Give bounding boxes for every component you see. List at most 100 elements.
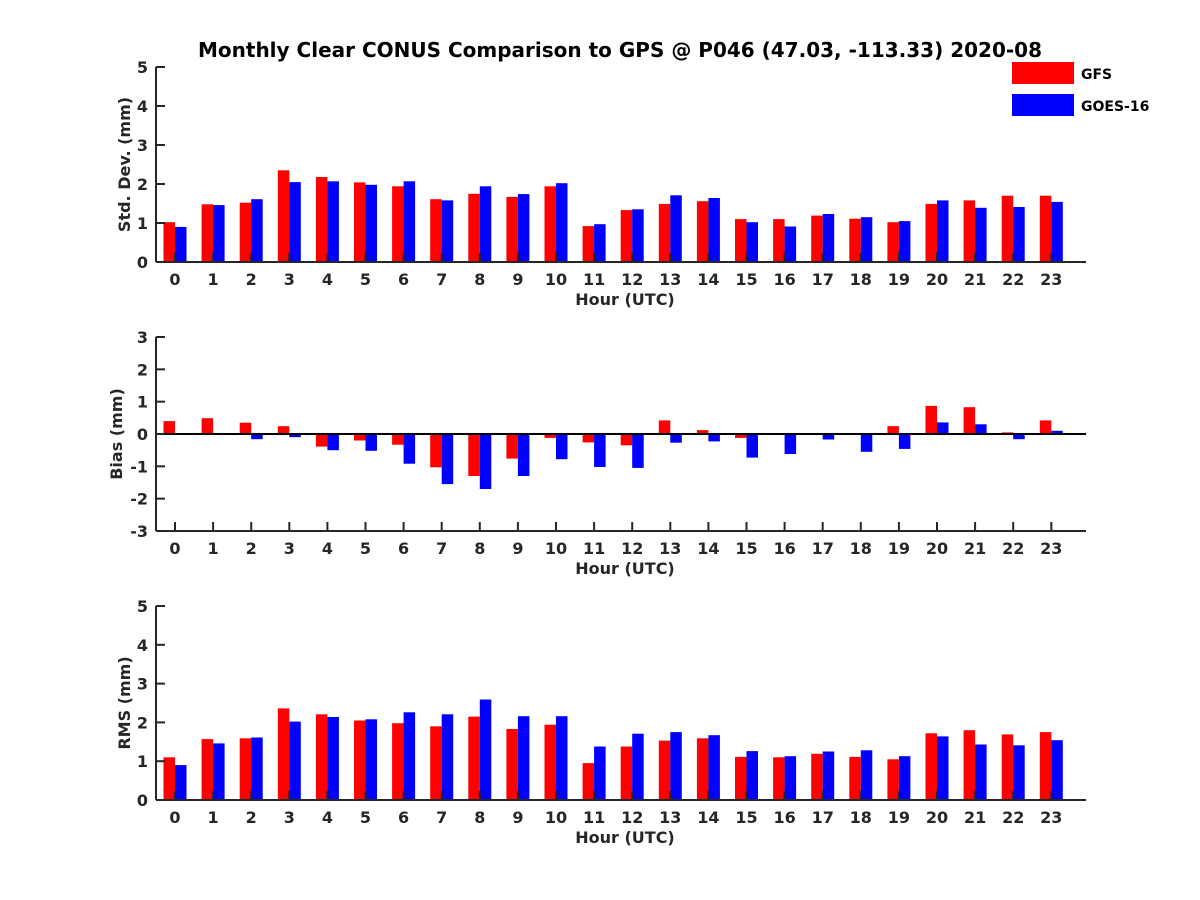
bar-rms-goes16-18 xyxy=(860,750,873,800)
bar-rms-gfs-13 xyxy=(658,740,671,800)
x-tick-label: 0 xyxy=(169,539,180,558)
x-tick-label: 22 xyxy=(1002,808,1024,827)
bar-std-dev-gfs-4 xyxy=(315,177,328,262)
x-tick-label: 13 xyxy=(659,808,681,827)
bar-std-dev-goes16-2 xyxy=(251,199,263,262)
bar-std-dev-gfs-17 xyxy=(811,215,823,262)
y-tick-label: 3 xyxy=(137,136,148,155)
x-tick-label: 8 xyxy=(474,808,485,827)
x-tick-label: 7 xyxy=(436,539,447,558)
bar-bias-goes16-8 xyxy=(479,434,492,489)
x-tick-label: 13 xyxy=(659,270,681,289)
bar-rms-goes16-23 xyxy=(1051,740,1063,800)
x-tick-label: 17 xyxy=(812,539,834,558)
x-tick-label: 10 xyxy=(545,270,567,289)
bar-rms-goes16-2 xyxy=(251,737,263,800)
bar-std-dev-gfs-23 xyxy=(1039,195,1052,262)
x-tick-label: 7 xyxy=(436,270,447,289)
y-tick-label: 2 xyxy=(137,175,148,194)
bar-bias-goes16-12 xyxy=(632,434,644,468)
bar-bias-gfs-8 xyxy=(468,434,480,476)
bar-std-dev-gfs-10 xyxy=(544,186,556,262)
y-tick-label: 5 xyxy=(137,597,148,616)
x-tick-label: 19 xyxy=(888,539,910,558)
x-tick-label: 5 xyxy=(360,539,371,558)
bar-rms-goes16-19 xyxy=(898,756,911,800)
bar-rms-goes16-10 xyxy=(556,716,568,800)
y-tick-label: 5 xyxy=(137,58,148,77)
bar-std-dev-gfs-6 xyxy=(392,186,404,262)
x-tick-label: 9 xyxy=(512,270,523,289)
x-tick-label: 15 xyxy=(735,270,757,289)
x-tick-label: 19 xyxy=(888,270,910,289)
x-tick-label: 17 xyxy=(812,808,834,827)
bar-std-dev-gfs-20 xyxy=(925,203,937,262)
bar-bias-goes16-23 xyxy=(1051,430,1063,434)
y-tick-label: 0 xyxy=(137,425,148,444)
x-tick-label: 9 xyxy=(512,808,523,827)
x-tick-label: 10 xyxy=(545,539,567,558)
bar-std-dev-gfs-13 xyxy=(658,203,671,262)
x-tick-label: 16 xyxy=(773,270,795,289)
bar-std-dev-goes16-21 xyxy=(975,207,987,262)
bar-bias-gfs-11 xyxy=(582,434,595,443)
bar-bias-gfs-5 xyxy=(354,434,366,441)
bar-rms-gfs-17 xyxy=(811,753,823,800)
bar-std-dev-goes16-8 xyxy=(479,186,492,262)
bar-rms-goes16-6 xyxy=(403,712,416,800)
bar-rms-gfs-15 xyxy=(735,756,747,800)
bar-bias-goes16-3 xyxy=(289,434,301,438)
legend-label-gfs: GFS xyxy=(1081,67,1112,83)
bar-std-dev-goes16-13 xyxy=(670,195,682,262)
x-tick-label: 12 xyxy=(621,808,643,827)
x-tick-label: 5 xyxy=(360,270,371,289)
bar-bias-gfs-13 xyxy=(658,420,671,434)
x-tick-label: 4 xyxy=(322,539,333,558)
bar-rms-gfs-0 xyxy=(163,757,175,800)
x-tick-label: 23 xyxy=(1040,270,1062,289)
x-tick-label: 4 xyxy=(322,270,333,289)
x-axis-label: Hour (UTC) xyxy=(575,828,675,847)
bar-bias-gfs-23 xyxy=(1039,420,1052,434)
x-tick-label: 14 xyxy=(697,270,719,289)
y-axis-label: Bias (mm) xyxy=(107,388,126,480)
x-tick-label: 20 xyxy=(926,808,948,827)
bar-bias-goes16-21 xyxy=(975,424,987,434)
x-tick-label: 23 xyxy=(1040,539,1062,558)
bar-rms-goes16-0 xyxy=(175,765,187,800)
bar-bias-goes16-13 xyxy=(670,434,682,443)
bar-rms-goes16-22 xyxy=(1013,745,1025,800)
bar-std-dev-gfs-14 xyxy=(696,201,709,262)
x-tick-label: 3 xyxy=(284,270,295,289)
bar-std-dev-goes16-22 xyxy=(1013,207,1025,262)
x-tick-label: 13 xyxy=(659,539,681,558)
bar-rms-goes16-16 xyxy=(784,756,797,800)
x-axis-label: Hour (UTC) xyxy=(575,559,675,578)
bar-std-dev-goes16-4 xyxy=(327,181,339,262)
bar-bias-gfs-4 xyxy=(315,434,328,447)
x-tick-label: 11 xyxy=(583,808,605,827)
x-tick-label: 12 xyxy=(621,270,643,289)
x-tick-label: 6 xyxy=(398,808,409,827)
bar-bias-gfs-0 xyxy=(163,421,175,434)
bar-std-dev-gfs-15 xyxy=(735,219,747,262)
bar-rms-gfs-10 xyxy=(544,724,556,800)
bar-std-dev-goes16-6 xyxy=(403,181,416,262)
x-tick-label: 0 xyxy=(169,270,180,289)
x-tick-label: 17 xyxy=(812,270,834,289)
bar-rms-gfs-12 xyxy=(620,746,633,800)
y-axis-label: Std. Dev. (mm) xyxy=(115,97,134,232)
x-tick-label: 1 xyxy=(208,539,219,558)
y-tick-label: 4 xyxy=(137,97,148,116)
y-tick-label: -2 xyxy=(130,490,148,509)
y-tick-label: 1 xyxy=(137,393,148,412)
y-tick-label: 2 xyxy=(137,713,148,732)
x-tick-label: 14 xyxy=(697,808,719,827)
bar-bias-goes16-19 xyxy=(898,434,911,449)
bar-std-dev-goes16-14 xyxy=(708,198,720,262)
legend: GFS GOES-16 xyxy=(1012,62,1149,116)
y-tick-label: 4 xyxy=(137,636,148,655)
